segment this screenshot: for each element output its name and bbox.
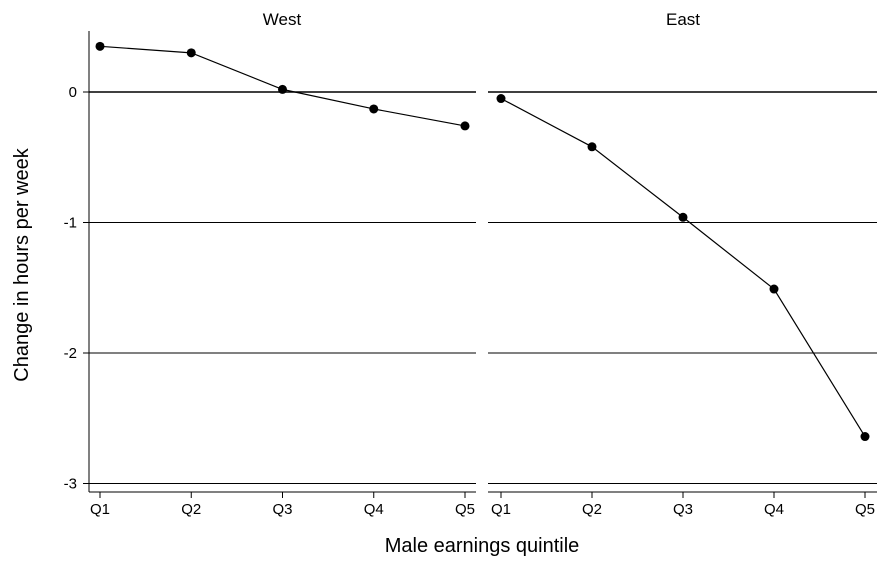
panel-east: East Q1 Q2 Q3 Q4 Q5 — [488, 10, 877, 518]
x-tick-label-q2: Q2 — [181, 501, 201, 518]
data-point-q2 — [186, 48, 196, 58]
series-line — [500, 97, 866, 437]
data-point-q4 — [369, 104, 379, 114]
y-axis-title: Change in hours per week — [11, 147, 33, 381]
y-tick-label-0: 0 — [69, 84, 77, 101]
x-tick-label-q3: Q3 — [673, 501, 693, 518]
panel-title-east: East — [666, 10, 700, 29]
data-point-q3 — [678, 212, 688, 222]
y-tick-label-1: -1 — [64, 215, 77, 232]
data-point-q1 — [95, 41, 105, 51]
panel-title-west: West — [263, 10, 302, 29]
x-tick-label-q4: Q4 — [764, 501, 784, 518]
x-tick-label-q2: Q2 — [582, 501, 602, 518]
data-point-q5 — [460, 121, 470, 131]
x-tick-label-q5: Q5 — [855, 501, 875, 518]
x-tick-label-q3: Q3 — [272, 501, 292, 518]
data-point-q3 — [278, 84, 287, 94]
data-point-q4 — [769, 284, 779, 294]
x-tick-label-q5: Q5 — [455, 501, 475, 518]
x-tick-label-q4: Q4 — [364, 501, 384, 518]
data-point-q5 — [860, 432, 870, 442]
y-tick-label-2: -2 — [64, 345, 77, 362]
data-point-q1 — [496, 94, 506, 104]
x-tick-label-q1: Q1 — [90, 501, 110, 518]
panel-west: West 0 -1 -2 -3 Q1 Q2 Q3 Q4 Q5 — [64, 10, 476, 518]
x-tick-label-q1: Q1 — [491, 501, 511, 518]
y-tick-label-3: -3 — [64, 476, 77, 493]
x-axis-title: Male earnings quintile — [385, 535, 580, 557]
data-point-q2 — [587, 142, 597, 152]
